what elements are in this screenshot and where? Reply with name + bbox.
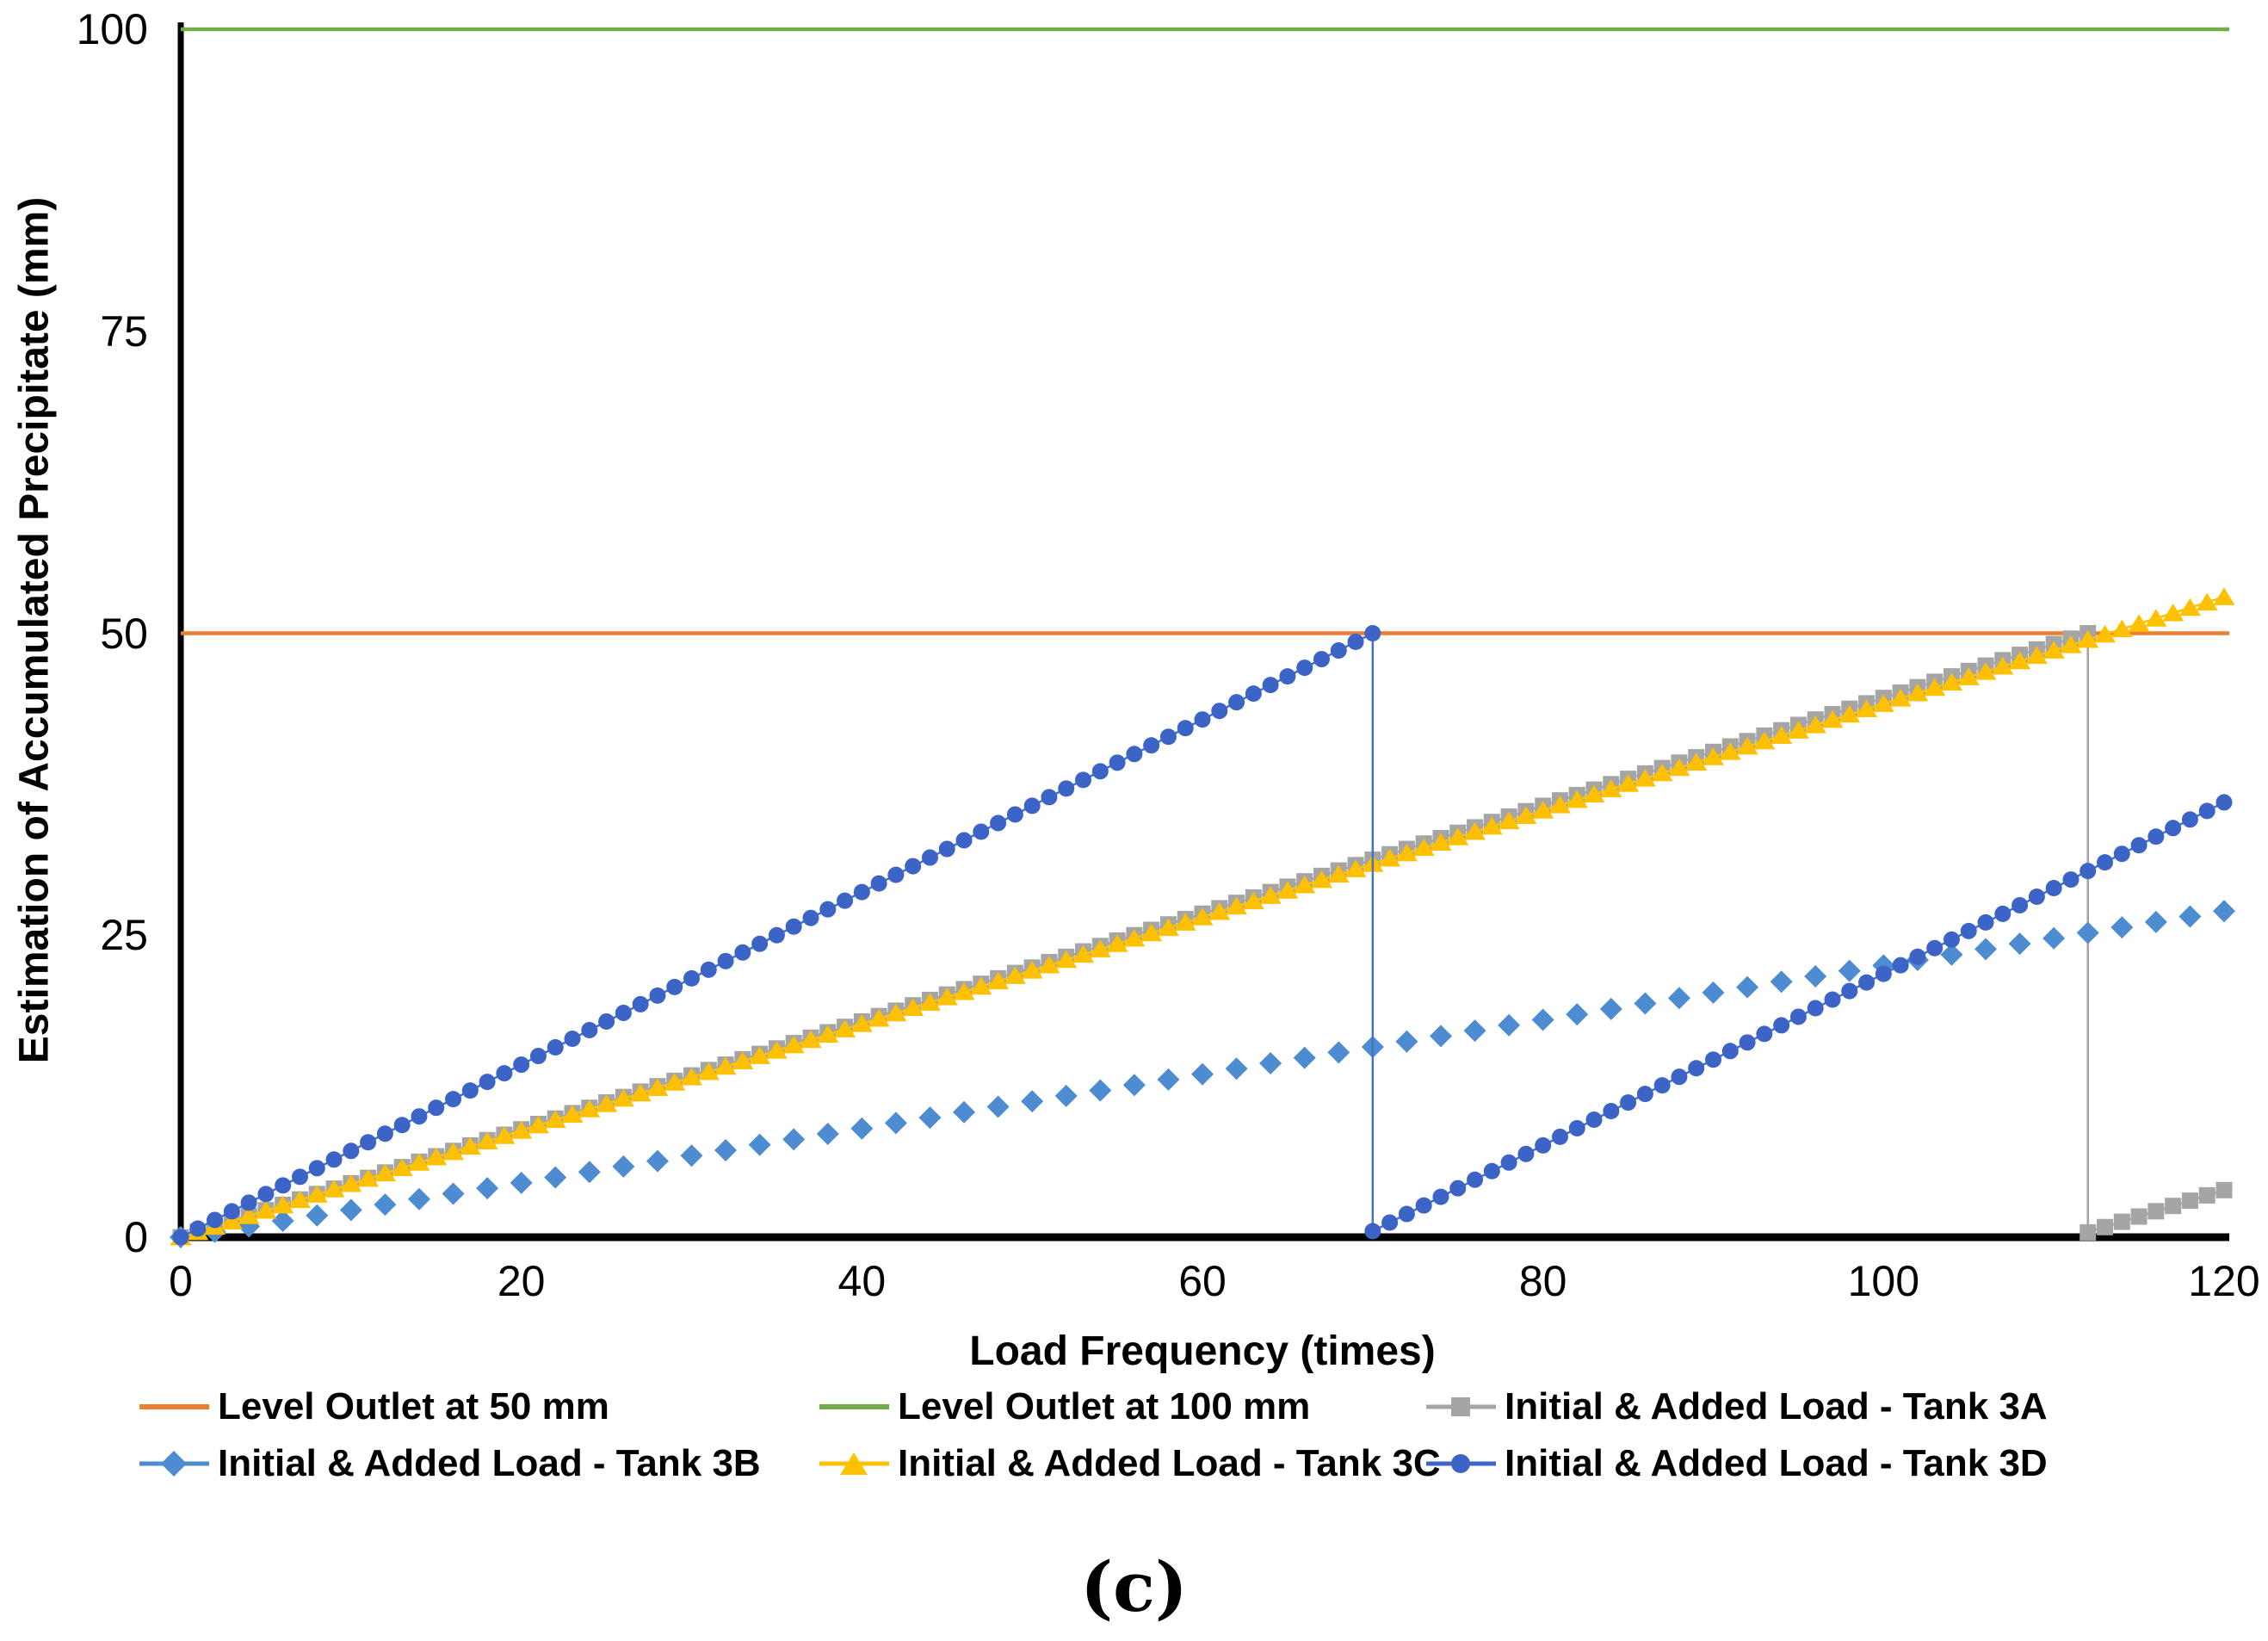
- legend-label: Initial & Added Load - Tank 3C: [898, 1442, 1441, 1484]
- legend-item-tank-3c: Initial & Added Load - Tank 3C: [818, 1441, 1441, 1486]
- line-swatch-icon: [139, 1404, 209, 1409]
- y-axis-title: Estimation of Accumulated Precipitate (m…: [11, 196, 58, 1064]
- legend-label: Level Outlet at 50 mm: [218, 1385, 609, 1427]
- figure-caption: (c): [1080, 1546, 1188, 1627]
- x-tick-label: 0: [169, 1257, 193, 1305]
- y-tick-label: 0: [124, 1213, 148, 1261]
- diamond-marker-icon: [139, 1451, 209, 1477]
- legend-label: Initial & Added Load - Tank 3D: [1505, 1442, 2048, 1484]
- x-tick-label: 60: [1178, 1257, 1227, 1305]
- x-tick-label: 120: [2188, 1257, 2260, 1305]
- triangle-marker-icon: [819, 1452, 889, 1475]
- x-tick-label: 40: [837, 1257, 887, 1305]
- y-tick-label: 25: [100, 911, 148, 960]
- legend-item-tank-3a: Initial & Added Load - Tank 3A: [1424, 1384, 2048, 1429]
- legend-label: Initial & Added Load - Tank 3A: [1505, 1385, 2048, 1427]
- line-swatch-icon: [819, 1404, 889, 1409]
- circle-marker-icon: [1426, 1454, 1496, 1473]
- series-initial-added-load-tank-3d: [172, 625, 2233, 1246]
- y-tick-label: 100: [76, 5, 148, 53]
- legend-item-tank-3d: Initial & Added Load - Tank 3D: [1424, 1441, 2048, 1486]
- square-marker-icon: [1426, 1397, 1496, 1416]
- x-tick-label: 80: [1518, 1257, 1567, 1305]
- x-tick-label: 100: [1847, 1257, 1920, 1305]
- x-tick-label: 20: [497, 1257, 546, 1305]
- series-initial-added-load-tank-3b: [170, 900, 2235, 1248]
- y-tick-label: 50: [100, 609, 148, 658]
- x-axis-title: Load Frequency (times): [969, 1328, 1436, 1374]
- legend-label: Level Outlet at 100 mm: [898, 1385, 1311, 1427]
- legend-label: Initial & Added Load - Tank 3B: [218, 1442, 761, 1484]
- legend-item-tank-3b: Initial & Added Load - Tank 3B: [138, 1441, 761, 1486]
- y-tick-label: 75: [100, 307, 148, 356]
- legend-item-level-outlet-50mm: Level Outlet at 50 mm: [138, 1384, 609, 1429]
- legend-item-level-outlet-100mm: Level Outlet at 100 mm: [818, 1384, 1310, 1429]
